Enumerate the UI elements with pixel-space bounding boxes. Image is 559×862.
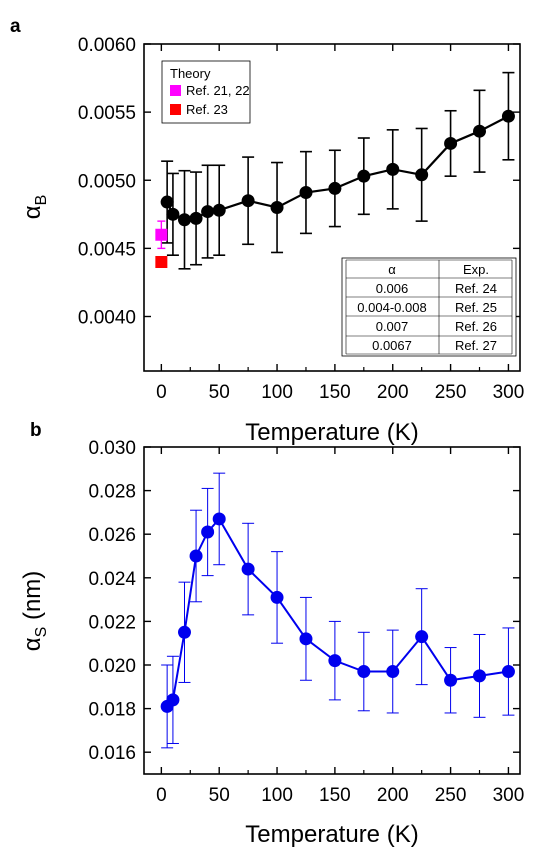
data-point <box>160 195 174 209</box>
panel-b-y-axis-title: αS (nm) <box>19 571 50 652</box>
table-cell-ref: Ref. 24 <box>455 281 497 296</box>
x-tick-label: 250 <box>435 382 467 403</box>
panel-a: a 0 50 100 150 200 250 300 0.0040 0.0045 0.0050 0… <box>10 16 524 446</box>
data-point <box>241 194 255 208</box>
data-point <box>166 693 180 707</box>
y-tick-label: 0.0045 <box>78 239 136 260</box>
data-point <box>386 162 400 176</box>
data-point <box>201 205 215 219</box>
x-tick-label: 200 <box>377 785 409 806</box>
table-cell-value: 0.007 <box>376 319 409 334</box>
data-point <box>473 124 487 138</box>
data-point <box>212 203 226 217</box>
data-point <box>270 201 284 214</box>
x-tick-label: 300 <box>493 382 525 403</box>
panel-b-label: b <box>30 420 42 441</box>
y-tick-label: 0.020 <box>88 656 136 677</box>
experiment-table: α Exp. 0.006 Ref. 24 0.004-0.008 Ref. 25… <box>341 257 517 357</box>
data-point <box>299 632 313 646</box>
legend-title: Theory <box>170 66 211 81</box>
y-tick-label: 0.0050 <box>78 171 136 192</box>
x-tick-label: 100 <box>261 382 293 403</box>
data-point <box>241 562 255 576</box>
data-point <box>166 207 180 221</box>
table-header-alpha: α <box>388 262 396 277</box>
x-tick-label: 150 <box>319 382 351 403</box>
data-point <box>189 211 203 225</box>
x-tick-label: 100 <box>261 785 293 806</box>
theory-legend: Theory Ref. 21, 22 Ref. 23 <box>161 60 251 124</box>
y-tick-label: 0.0060 <box>78 35 136 56</box>
data-point <box>189 549 203 563</box>
data-point <box>386 665 400 679</box>
y-tick-label: 0.0040 <box>78 308 136 329</box>
data-point <box>357 665 371 679</box>
panel-a-label: a <box>10 16 21 37</box>
data-point <box>177 625 191 639</box>
x-tick-label: 250 <box>435 785 467 806</box>
x-tick-label: 200 <box>377 382 409 403</box>
theory-point <box>155 256 168 268</box>
y-tick-label: 0.024 <box>88 569 136 590</box>
y-tick-label: 0.0055 <box>78 103 136 124</box>
data-point <box>328 181 342 195</box>
data-point <box>177 213 191 227</box>
legend-swatch-red <box>170 104 181 115</box>
y-tick-label: 0.022 <box>88 612 136 633</box>
legend-swatch-magenta <box>170 85 181 96</box>
table-cell-ref: Ref. 25 <box>455 300 497 315</box>
table-header-exp: Exp. <box>463 262 489 277</box>
data-point <box>501 665 515 679</box>
theory-point <box>155 228 168 241</box>
series-line <box>166 517 509 708</box>
panel-b-x-axis-title: Temperature (K) <box>245 821 418 848</box>
data-point <box>444 673 458 687</box>
legend-entry-ref-23: Ref. 23 <box>186 102 228 117</box>
data-point <box>328 654 342 668</box>
panel-b: b 0 50 100 150 200 250 300 0.016 0.018 0.020 0.02… <box>19 420 524 848</box>
y-tick-label: 0.016 <box>88 743 136 764</box>
panel-a-x-axis-title: Temperature (K) <box>245 419 418 446</box>
y-tick-label: 0.026 <box>88 525 136 546</box>
data-point <box>201 525 215 539</box>
x-tick-label: 0 <box>156 785 167 806</box>
panel-a-y-axis-title: αB <box>19 195 50 220</box>
data-point <box>415 168 429 182</box>
data-point <box>415 630 429 644</box>
data-point <box>299 186 313 200</box>
table-cell-value: 0.004-0.008 <box>357 300 426 315</box>
data-point <box>212 512 226 526</box>
x-tick-label: 50 <box>209 382 230 403</box>
y-tick-label: 0.030 <box>88 438 136 459</box>
panel-b-plot-frame <box>143 446 521 775</box>
x-tick-label: 0 <box>156 382 167 403</box>
data-point <box>270 590 284 604</box>
x-tick-label: 50 <box>209 785 230 806</box>
x-tick-label: 150 <box>319 785 351 806</box>
table-cell-ref: Ref. 27 <box>455 338 497 353</box>
y-tick-label: 0.028 <box>88 482 136 503</box>
data-point <box>357 169 371 183</box>
data-point <box>501 109 515 123</box>
table-cell-ref: Ref. 26 <box>455 319 497 334</box>
x-tick-label: 300 <box>493 785 525 806</box>
panel-a-plot-frame <box>143 43 521 372</box>
data-point <box>473 669 487 683</box>
table-cell-value: 0.0067 <box>372 338 412 353</box>
legend-entry-ref-21-22: Ref. 21, 22 <box>186 83 250 98</box>
data-point <box>444 136 458 150</box>
y-tick-label: 0.018 <box>88 700 136 721</box>
table-cell-value: 0.006 <box>376 281 409 296</box>
